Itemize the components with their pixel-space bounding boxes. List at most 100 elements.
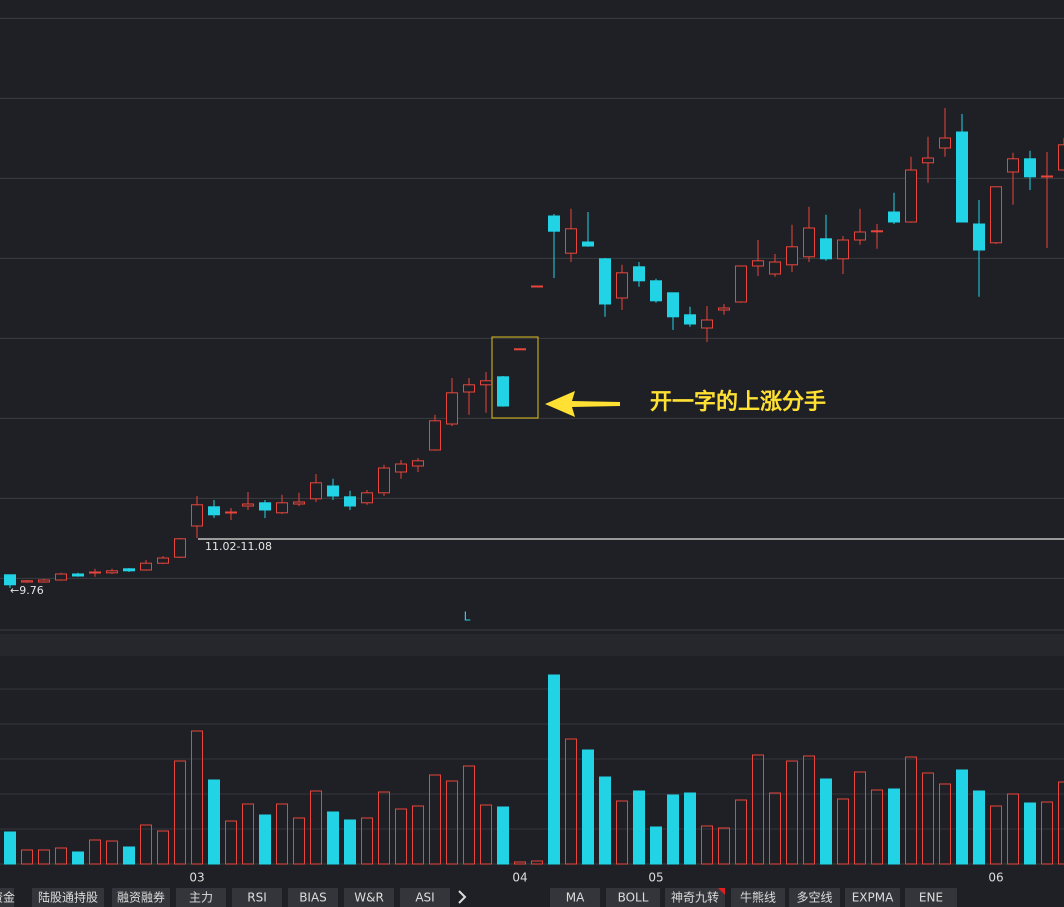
candle-body <box>548 215 560 232</box>
x-tick-label: 04 <box>512 871 527 885</box>
tab-label[interactable]: 主力 <box>189 891 213 905</box>
volume-bar <box>89 839 101 865</box>
tab-label[interactable]: MA <box>566 891 585 905</box>
low-marker-label: ←9.76 <box>10 584 44 597</box>
tab[interactable] <box>665 888 725 907</box>
volume-bar <box>956 769 968 865</box>
volume-bar <box>106 840 118 865</box>
candle-body <box>718 307 730 311</box>
volume-bar <box>888 788 900 865</box>
volume-bar <box>293 817 305 865</box>
tab[interactable] <box>344 888 394 907</box>
candle-body <box>276 502 288 514</box>
candle-body <box>344 496 356 507</box>
volume-bar <box>4 831 16 865</box>
candle-body <box>888 211 900 223</box>
tab[interactable] <box>0 888 14 907</box>
tab[interactable] <box>232 888 282 907</box>
volume-bar <box>939 783 951 865</box>
candle-body <box>242 503 254 507</box>
tab[interactable] <box>550 888 600 907</box>
tab-label[interactable]: 牛熊线 <box>740 890 776 905</box>
x-tick-label: 05 <box>648 871 663 885</box>
candle-body <box>667 292 679 318</box>
volume-bar <box>718 827 730 865</box>
x-tick-label: 03 <box>189 871 204 885</box>
volume-bar <box>616 800 628 865</box>
candle-body <box>514 348 526 351</box>
volume-bar <box>820 778 832 865</box>
tab[interactable] <box>731 888 785 907</box>
candle-body <box>956 131 968 223</box>
candle-body <box>225 511 237 514</box>
volume-bar <box>1041 801 1053 865</box>
panel-separator <box>0 634 1064 656</box>
volume-bar <box>344 819 356 865</box>
volume-bar <box>140 824 152 865</box>
tab-label[interactable]: RSI <box>247 891 267 905</box>
candle-body <box>684 314 696 325</box>
tab-label[interactable]: W&R <box>354 891 384 905</box>
volume-bar <box>395 808 407 865</box>
tab-label[interactable]: EXPMA <box>852 891 894 905</box>
candle-body <box>633 266 645 282</box>
volume-bar <box>1024 802 1036 865</box>
candle-body <box>208 506 220 516</box>
candle-body <box>616 272 628 299</box>
tab[interactable] <box>789 888 840 907</box>
candle-body <box>191 504 203 527</box>
volume-bar <box>905 756 917 865</box>
candle-body <box>1041 175 1053 178</box>
volume-bar <box>633 790 645 865</box>
candle-body <box>497 376 509 407</box>
candle-body <box>395 463 407 473</box>
highlight-box <box>491 336 539 419</box>
tab-label[interactable]: ENE <box>919 891 943 905</box>
volume-bar <box>769 792 781 865</box>
candle-body <box>922 157 934 164</box>
volume-bar <box>871 789 883 865</box>
candle-body <box>378 467 390 494</box>
volume-bar <box>463 765 475 865</box>
candle-body <box>310 482 322 500</box>
candle-body <box>531 285 543 288</box>
volume-bar <box>837 798 849 865</box>
scroll-arrow[interactable] <box>458 890 467 904</box>
volume-bar <box>854 771 866 865</box>
volume-bar <box>157 830 169 865</box>
tab-label[interactable]: 神奇九转 <box>671 890 719 905</box>
volume-bar <box>361 817 373 865</box>
tab[interactable] <box>400 888 450 907</box>
tab[interactable] <box>606 888 660 907</box>
volume-bar <box>259 814 271 865</box>
tab-label[interactable]: 资金 <box>0 890 15 905</box>
tab-label[interactable]: 陆股通持股 <box>38 890 98 905</box>
volume-bar <box>446 780 458 865</box>
tab-label[interactable]: 融资融券 <box>117 890 165 905</box>
tab[interactable] <box>112 888 170 907</box>
volume-bar <box>1007 793 1019 865</box>
volume-bar <box>514 861 526 865</box>
volume-bar <box>174 760 186 865</box>
volume-bar <box>327 811 339 865</box>
tab[interactable] <box>288 888 338 907</box>
tab-label[interactable]: 多空线 <box>796 891 832 905</box>
tab-label[interactable]: BIAS <box>299 891 327 905</box>
tab[interactable] <box>905 888 957 907</box>
candle-body <box>38 579 50 583</box>
tab[interactable] <box>845 888 900 907</box>
callout-text: 开一字的上涨分手 <box>650 389 826 415</box>
volume-bar <box>480 804 492 865</box>
candle-body <box>412 460 424 467</box>
candle-body <box>786 246 798 266</box>
tab-label[interactable]: BOLL <box>618 891 649 905</box>
volume-bar <box>973 790 985 865</box>
candle-body <box>1007 158 1019 173</box>
tab[interactable] <box>32 888 104 907</box>
volume-bar <box>412 805 424 865</box>
volume-bar <box>55 847 67 865</box>
volume-bar <box>803 755 815 865</box>
tab[interactable] <box>176 888 226 907</box>
candle-body <box>4 574 16 586</box>
tab-label[interactable]: ASI <box>415 891 434 905</box>
